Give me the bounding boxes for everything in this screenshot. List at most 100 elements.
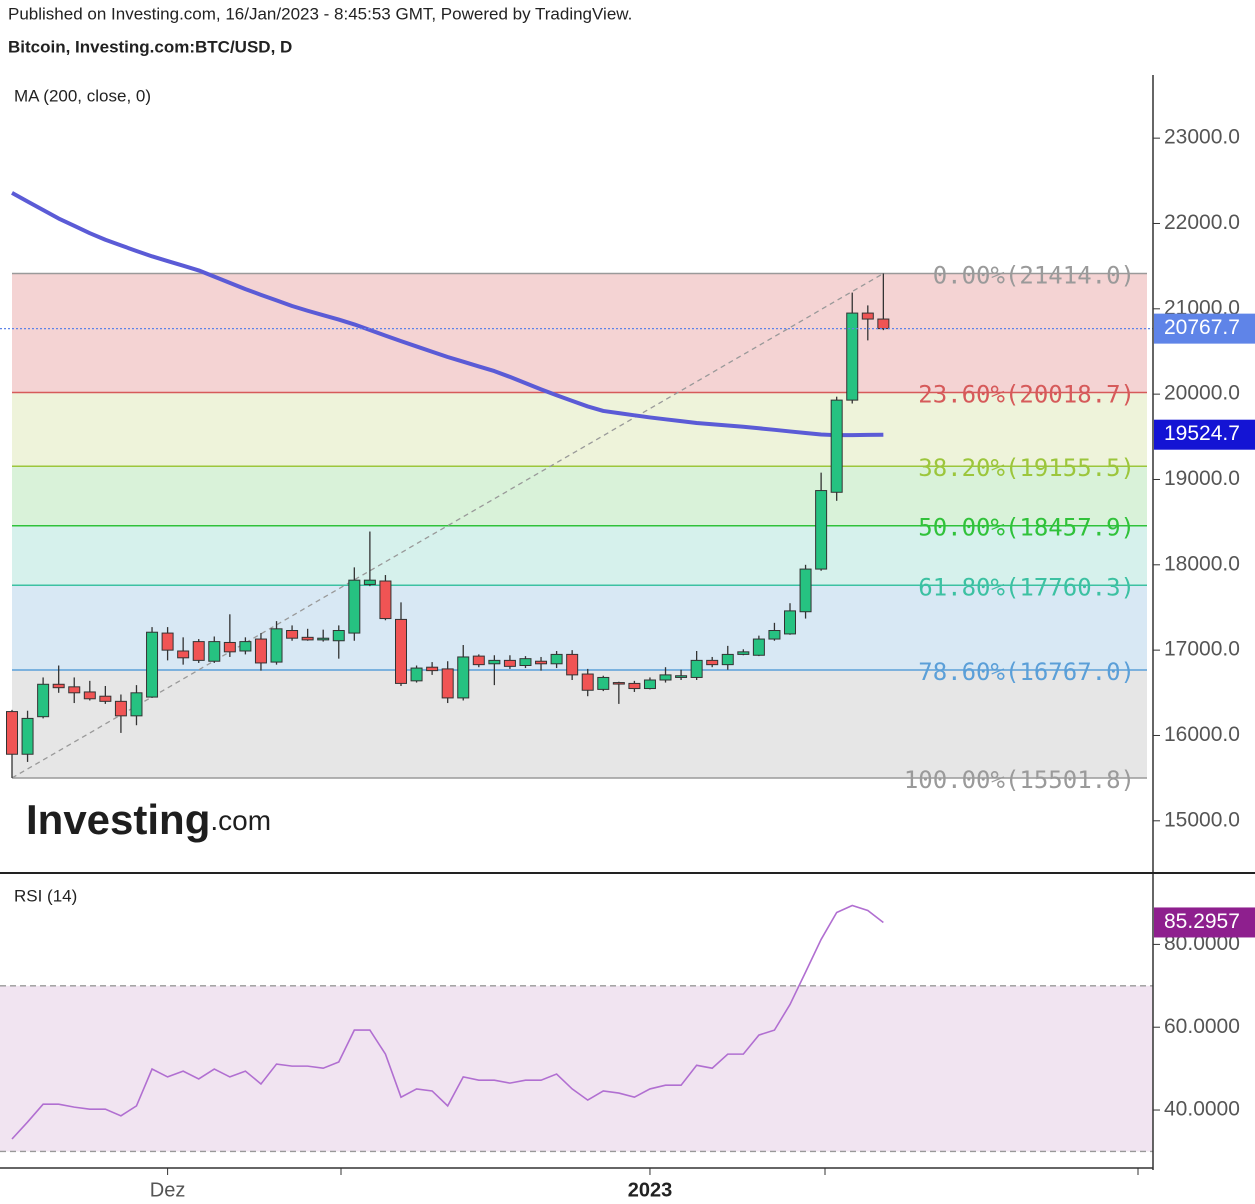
price-label: 20767.7 <box>1164 316 1240 339</box>
candle-body <box>566 653 579 676</box>
fib-band <box>12 466 1147 526</box>
candle-body <box>363 579 376 585</box>
candle-body <box>472 655 485 666</box>
candle-body <box>535 660 548 665</box>
watermark: Investing.com <box>26 796 271 843</box>
candle-body <box>457 656 470 699</box>
candle-body <box>643 679 656 690</box>
candle-body <box>254 638 267 664</box>
y-tick-label: 23000.0 <box>1164 126 1240 149</box>
fib-label: 61.80%(17760.3) <box>918 573 1135 601</box>
candle-body <box>395 618 407 684</box>
fib-band <box>12 273 1147 393</box>
candle-body <box>426 666 439 672</box>
price-label-box <box>1154 313 1255 344</box>
candle-body <box>239 641 252 652</box>
candle-body <box>815 490 828 570</box>
candle-body <box>706 659 719 666</box>
y-tick-label: 16000.0 <box>1164 723 1240 746</box>
x-tick-label: 2023 <box>628 1179 673 1201</box>
candle-body <box>846 312 859 401</box>
candle-body <box>597 676 610 690</box>
y-tick-label: 60.0000 <box>1164 1015 1240 1038</box>
candle-body <box>799 568 812 613</box>
candle-body <box>550 653 563 665</box>
fib-band <box>12 525 1147 586</box>
candle-body <box>768 630 781 640</box>
fib-trend-line <box>11 272 884 779</box>
candle-body <box>503 659 516 667</box>
candle-body <box>332 630 345 642</box>
candle-body <box>659 674 672 681</box>
candle-body <box>752 638 765 656</box>
candle-body <box>286 630 299 639</box>
candle-body <box>114 700 127 717</box>
candle-body <box>581 673 594 691</box>
y-tick-label: 18000.0 <box>1164 552 1240 575</box>
candle-body <box>6 711 18 755</box>
candle-body <box>519 658 532 666</box>
y-tick-label: 17000.0 <box>1164 638 1240 661</box>
candle-body <box>301 636 314 641</box>
candle-body <box>628 682 641 690</box>
candle-body <box>161 632 174 651</box>
price-label: 19524.7 <box>1164 422 1240 445</box>
fib-label: 0.00%(21414.0) <box>933 261 1135 289</box>
candle-body <box>441 668 454 699</box>
plot-layer: 0.00%(21414.0) 23.60%(20018.7) 38.20%(1915… <box>0 86 1255 1201</box>
candle-body <box>612 682 625 685</box>
fib-label: 50.00%(18457.9) <box>918 514 1135 542</box>
candle-body <box>192 641 205 661</box>
fib-label: 100.00%(15501.8) <box>904 766 1135 794</box>
candle-body <box>488 659 501 665</box>
candle-body <box>52 683 65 689</box>
candle-body <box>721 653 734 666</box>
candle-body <box>270 628 283 663</box>
y-tick-label: 21000.0 <box>1164 296 1240 319</box>
candle-body <box>177 650 190 659</box>
candle-body <box>877 318 890 330</box>
candle-body <box>83 691 96 700</box>
candle-body <box>784 610 796 635</box>
y-tick-label: 15000.0 <box>1164 808 1240 831</box>
y-tick-label: 80.0000 <box>1164 932 1240 955</box>
indicator-label: RSI (14) <box>14 886 77 905</box>
fib-band <box>12 670 1147 778</box>
y-tick-label: 20000.0 <box>1164 382 1240 405</box>
y-tick-label: 22000.0 <box>1164 211 1240 234</box>
candle-body <box>68 686 81 694</box>
candle-body <box>379 580 392 620</box>
candle-body <box>130 692 143 717</box>
symbol-title: Bitcoin, Investing.com:BTC/USD, D <box>8 37 292 56</box>
indicator-label: MA (200, close, 0) <box>14 86 151 105</box>
watermark-suffix: .com <box>210 805 271 836</box>
candle-body <box>410 667 423 682</box>
x-tick-label: Dez <box>150 1179 186 1201</box>
watermark-main: Investing <box>26 796 210 843</box>
candle-body <box>21 717 34 755</box>
rsi-line <box>11 904 884 1140</box>
fib-label: 38.20%(19155.5) <box>918 454 1135 482</box>
price-label: 85.2957 <box>1164 910 1240 933</box>
candle-body <box>348 579 361 634</box>
price-label-box <box>1154 419 1255 450</box>
candle-body <box>208 641 221 662</box>
candle-body <box>690 659 703 678</box>
published-note: Published on Investing.com, 16/Jan/2023 … <box>8 4 632 23</box>
fib-label: 78.60%(16767.0) <box>918 658 1135 686</box>
fib-label: 23.60%(20018.7) <box>918 381 1135 409</box>
candle-body <box>861 312 874 320</box>
candle-body <box>317 637 330 641</box>
candle-body <box>146 631 159 698</box>
y-tick-label: 19000.0 <box>1164 467 1240 490</box>
ma-line <box>11 191 884 438</box>
y-tick-label: 40.0000 <box>1164 1098 1240 1121</box>
candle-body <box>675 675 688 678</box>
candle-body <box>37 683 50 718</box>
price-label-box <box>1154 907 1255 938</box>
candle-body <box>737 651 750 655</box>
candle-body <box>223 641 236 653</box>
rsi-band <box>0 985 1153 1152</box>
candle-body <box>99 695 112 702</box>
